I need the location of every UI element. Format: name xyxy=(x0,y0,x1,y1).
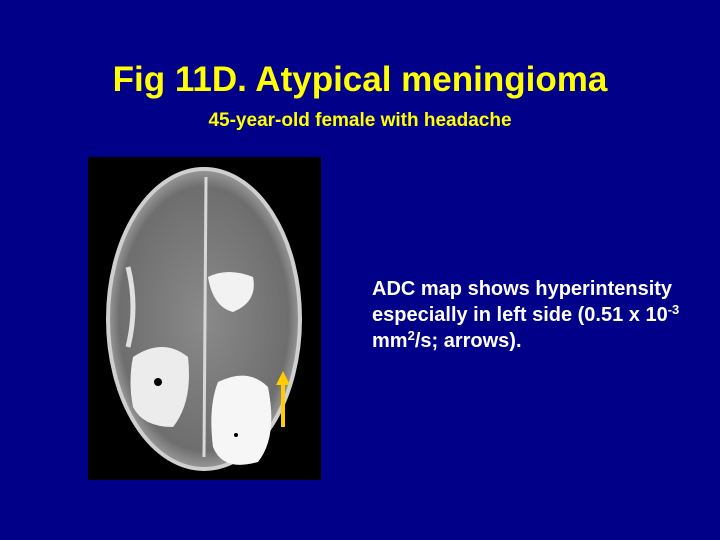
slide-subtitle: 45-year-old female with headache xyxy=(208,110,512,131)
body-text-part: ADC map shows hyperintensity especially … xyxy=(372,278,673,326)
mri-image xyxy=(88,157,321,480)
superscript: 2 xyxy=(407,328,415,343)
body-text-part: mm xyxy=(372,330,408,352)
body-text: ADC map shows hyperintensity especially … xyxy=(372,276,694,354)
body-text-part: /s; arrows). xyxy=(414,330,522,352)
superscript: -3 xyxy=(667,302,680,317)
slide-title: Fig 11D. Atypical meningioma xyxy=(112,60,608,99)
